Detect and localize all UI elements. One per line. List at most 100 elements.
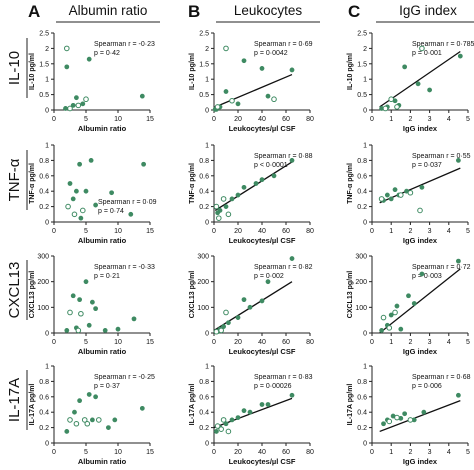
y-tick-label: 0.5 [199,92,209,99]
x-tick-label: 10 [114,228,122,235]
data-point-open [394,104,400,110]
data-point-filled [70,293,76,299]
data-point-filled [67,181,73,186]
panel-b4: 0 0.2 0.4 0.6 0.8 1 0 20 40 60 80 Leukocytes/µl CSF… [189,364,314,467]
y-tick-label: 1.5 [199,61,209,68]
data-point-filled [241,408,247,414]
panel-c3: 0 100 200 300 0 1 2 3 4 5 IgG index CXCL13 pg/ml Spe… [347,254,471,357]
data-point-open [65,203,71,210]
x-tick-label: 0 [212,339,216,346]
y-tick-label: 0.8 [357,158,367,165]
data-point-filled [384,192,390,198]
data-point-filled [455,392,461,398]
data-point-filled [289,256,295,261]
data-point-filled [265,402,271,407]
data-point-filled [235,192,241,198]
x-tick-label: 10 [114,116,122,123]
y-tick-label: 0.5 [39,92,49,99]
stat-annotation: p < 0·0001 [254,162,288,169]
data-point-filled [223,204,229,209]
data-point-filled [128,211,134,217]
data-point-open [218,426,224,432]
x-tick-label: 0 [52,339,56,346]
stat-annotation: Spearman r = 0·83 [254,374,313,381]
y-axis-label: TNF-α pg/ml [189,163,196,204]
y-tick-label: 0.6 [357,394,367,401]
x-tick-label: 0 [212,449,216,456]
y-axis-label: CXCL13 pg/ml [347,271,354,319]
x-tick-label: 3 [428,228,432,235]
y-tick-label: 0 [363,441,367,448]
data-point-open [220,417,227,423]
y-tick-label: 0.4 [357,189,367,196]
data-point-filled [259,66,265,71]
data-point-open [67,309,73,316]
data-point-filled [80,101,86,107]
stat-annotation: p = 0·003 [412,273,442,280]
data-point-filled [88,157,94,163]
x-axis-label: IgG index [403,124,438,133]
y-tick-label: 1 [205,77,209,84]
x-axis-label: IgG index [403,236,438,245]
regression-line [213,281,293,331]
y-tick-label: 1 [363,143,367,150]
panel-a1: 0 0.5 1 1.5 2 2.5 0 5 10 15 Albumin ratio IL-10 pg/… [29,31,155,134]
data-point-filled [419,184,425,190]
x-axis-label: Leukocytes/µl CSF [229,347,296,356]
data-point-open [407,189,414,196]
x-tick-label: 40 [258,449,266,456]
data-point-filled [271,173,277,179]
y-tick-label: 100 [37,305,49,312]
stat-annotation: Spearman r = 0·69 [254,41,313,48]
data-point-filled [402,411,408,417]
x-tick-label: 80 [306,449,314,456]
x-tick-label: 2 [408,339,412,346]
data-point-open [380,314,387,321]
data-point-open [216,215,222,221]
x-axis-label: Leukocytes/µl CSF [229,124,296,133]
data-point-filled [115,326,121,332]
x-tick-label: 0 [52,116,56,123]
column-letter: B [188,2,200,21]
data-point-filled [131,316,137,322]
data-point-filled [247,409,253,415]
data-point-open [81,417,88,423]
data-point-filled [77,398,82,404]
data-point-filled [86,392,92,397]
data-point-filled [289,67,295,73]
data-point-filled [78,215,84,221]
data-point-open [388,96,395,103]
column-title: IgG index [399,3,457,18]
y-tick-label: 0.4 [39,189,49,196]
data-point-filled [259,177,265,183]
y-tick-label: 2.5 [199,31,209,38]
data-point-open [96,417,102,423]
y-axis-label: TNF-α pg/ml [347,163,354,204]
data-point-open [386,325,393,331]
data-point-filled [259,402,265,407]
data-point-filled [259,298,265,304]
data-point-open [220,196,227,202]
y-tick-label: 0.5 [357,92,367,99]
data-point-filled [93,306,98,312]
data-point-open [225,428,232,435]
y-axis-label: IL-10 pg/ml [347,53,354,90]
data-point-open [394,414,400,421]
y-tick-label: 0 [45,220,49,227]
y-tick-label: 0 [45,331,49,338]
y-tick-label: 0.4 [357,410,367,417]
stat-annotation: Spearman r = 0·88 [254,153,313,160]
stat-annotation: p = 0·037 [412,162,442,169]
data-point-filled [223,421,229,427]
x-tick-label: 0 [370,339,374,346]
data-point-open [214,104,221,110]
panel-c4: 0 0.2 0.4 0.6 0.8 1 0 1 2 3 4 5 IgG index IL-17A pg/m… [347,364,471,467]
data-point-filled [419,271,425,277]
data-point-open [213,203,220,210]
x-axis-label: Leukocytes/µl CSF [229,236,296,245]
y-tick-label: 100 [355,305,367,312]
data-point-filled [93,394,98,400]
panel-b2: 0 0.2 0.4 0.6 0.8 1 0 20 40 60 80 Leukocytes/µl CSF… [189,143,314,246]
